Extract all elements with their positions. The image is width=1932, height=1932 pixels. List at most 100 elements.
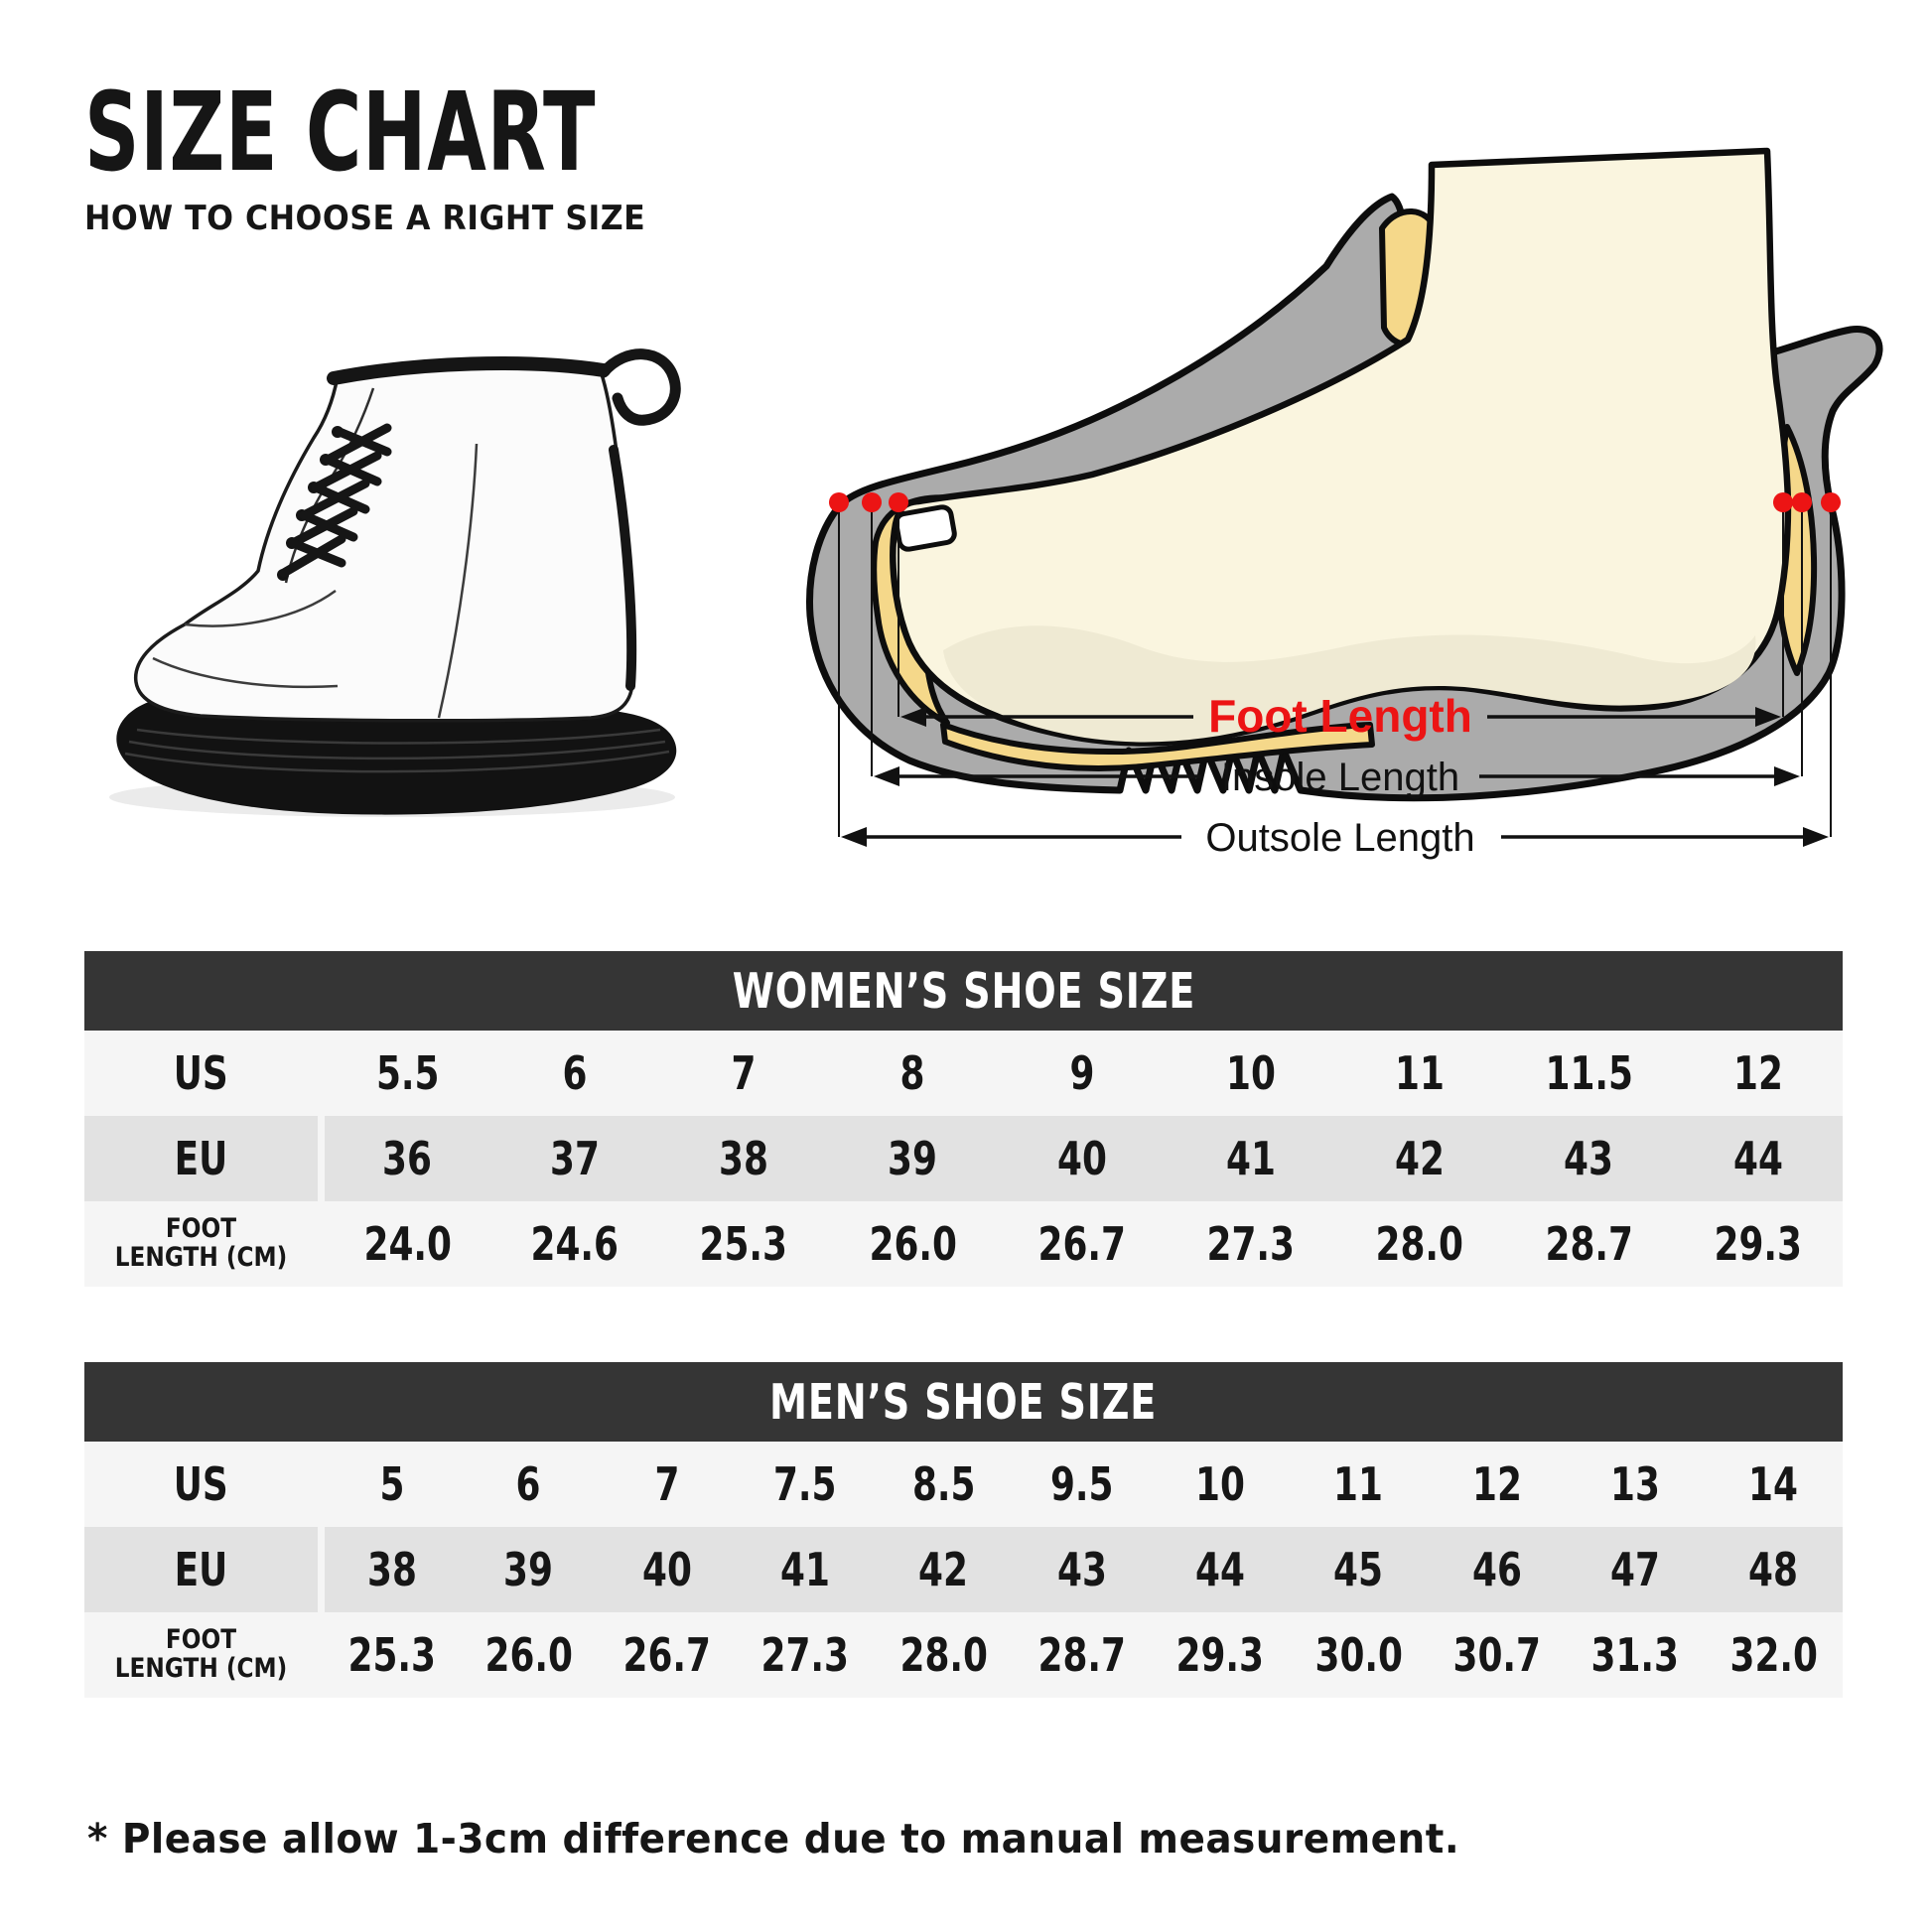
size-cell: 38 [366,1543,417,1596]
size-cell: 28.0 [899,1628,988,1682]
size-cell: 25.3 [347,1628,437,1682]
mens-size-table: MEN’S SHOE SIZE US 5 6 7 7.5 8.5 9.5 10 11 12 13 14… [84,1362,1843,1698]
page-subtitle: HOW TO CHOOSE A RIGHT SIZE [84,199,646,238]
size-cell: 40 [641,1543,692,1596]
sole-tread-line [124,750,670,773]
table-row: EU 36 37 38 39 40 41 42 43 44 [84,1116,1843,1201]
foot-length-label: Foot Length [1208,690,1472,742]
row-label: US [84,1442,325,1527]
size-cell: 7 [731,1046,757,1100]
boot-upper [133,363,635,723]
size-cell: 39 [888,1132,938,1185]
vamp-seam [184,589,337,627]
size-cell: 14 [1748,1457,1799,1511]
size-cell: 27.3 [1206,1217,1296,1271]
insole-length-label: Insole Length [1221,756,1459,799]
measure-dots [829,492,1841,512]
size-cell: 6 [562,1046,588,1100]
row-label: EU [84,1116,325,1201]
foot-shading [943,625,1756,743]
footnote: * Please allow 1-3cm difference due to m… [87,1815,1460,1863]
size-cell: 11 [1333,1457,1384,1511]
size-cell: 7.5 [773,1457,837,1511]
size-cell: 26.0 [484,1628,573,1682]
size-cell: 12 [1732,1046,1783,1100]
row-label: FOOT LENGTH (CM) [84,1612,325,1698]
size-cell: 44 [1195,1543,1245,1596]
table-row: US 5.5 6 7 8 9 10 11 11.5 12 [84,1031,1843,1116]
boot-sole [116,698,677,815]
title-block: SIZE CHART HOW TO CHOOSE A RIGHT SIZE [84,77,815,238]
boot-back-seam [609,445,637,691]
pull-loop [598,348,681,426]
laces [279,423,392,578]
womens-table-title: WOMEN’S SHOE SIZE [732,962,1195,1020]
size-cell: 30.7 [1452,1628,1541,1682]
size-cell: 13 [1609,1457,1660,1511]
row-label: EU [84,1527,325,1612]
size-cell: 38 [719,1132,769,1185]
boot-collar-trim [327,356,611,385]
size-cell: 42 [918,1543,969,1596]
mens-table-title: MEN’S SHOE SIZE [769,1373,1158,1431]
size-cell: 24.0 [363,1217,452,1271]
mens-table-header: MEN’S SHOE SIZE [84,1362,1843,1442]
size-cell: 28.0 [1375,1217,1464,1271]
size-cell: 45 [1333,1543,1384,1596]
size-cell: 41 [1225,1132,1276,1185]
size-cell: 41 [780,1543,831,1596]
sole-tread-line [128,740,666,760]
size-cell: 25.3 [699,1217,788,1271]
page-title: SIZE CHART [84,69,597,196]
table-row: US 5 6 7 7.5 8.5 9.5 10 11 12 13 14 [84,1442,1843,1527]
size-cell: 29.3 [1714,1217,1803,1271]
size-cell: 28.7 [1545,1217,1633,1271]
size-cell: 46 [1471,1543,1522,1596]
outsole-length-label: Outsole Length [1205,816,1474,860]
foot-measure-diagram: Foot Length Insole Length Outsole Length [806,147,1883,860]
size-cell: 30.0 [1314,1628,1403,1682]
size-cell: 5 [379,1457,405,1511]
size-cell: 9 [1069,1046,1095,1100]
size-cell: 10 [1225,1046,1276,1100]
size-cell: 39 [503,1543,554,1596]
size-cell: 48 [1748,1543,1799,1596]
size-cell: 40 [1056,1132,1107,1185]
toe-cap-seam [152,656,339,689]
size-cell: 11 [1395,1046,1446,1100]
womens-size-table: WOMEN’S SHOE SIZE US 5.5 6 7 8 9 10 11 11.5 12 EU 3… [84,951,1843,1287]
size-cell: 26.7 [1037,1217,1126,1271]
size-cell: 29.3 [1175,1628,1265,1682]
table-row: EU 38 39 40 41 42 43 44 45 46 47 48 [84,1527,1843,1612]
size-cell: 43 [1564,1132,1614,1185]
size-cell: 31.3 [1590,1628,1680,1682]
size-cell: 42 [1395,1132,1446,1185]
guide-lines [838,510,1832,837]
size-cell: 44 [1732,1132,1783,1185]
row-label: FOOT LENGTH (CM) [84,1201,325,1287]
size-cell: 26.7 [622,1628,712,1682]
size-cell: 8 [899,1046,925,1100]
dimension-arrows [865,715,1806,839]
size-cell: 12 [1471,1457,1522,1511]
size-cell: 9.5 [1049,1457,1114,1511]
womens-table-header: WOMEN’S SHOE SIZE [84,951,1843,1031]
size-cell: 8.5 [911,1457,976,1511]
toenail [894,504,957,552]
sole-tread-line [136,728,661,745]
table-row: FOOT LENGTH (CM) 25.3 26.0 26.7 27.3 28.0 28.7 2… [84,1612,1843,1698]
womens-table: US 5.5 6 7 8 9 10 11 11.5 12 EU 36 37 38 39 40 41 42 43 44 F… [84,1031,1843,1287]
boot-illustration [109,348,681,817]
size-cell: 24.6 [530,1217,620,1271]
size-cell: 11.5 [1545,1046,1633,1100]
mens-table: US 5 6 7 7.5 8.5 9.5 10 11 12 13 14 EU 38 39 40 41 42 43 44… [84,1442,1843,1698]
foot-and-leg [890,147,1792,747]
quarter-seam [437,443,479,719]
underfoot-lining [940,722,1375,772]
size-cell: 27.3 [760,1628,850,1682]
size-cell: 36 [382,1132,433,1185]
size-cell: 37 [549,1132,600,1185]
size-cell: 28.7 [1037,1628,1126,1682]
row-label: US [84,1031,325,1116]
